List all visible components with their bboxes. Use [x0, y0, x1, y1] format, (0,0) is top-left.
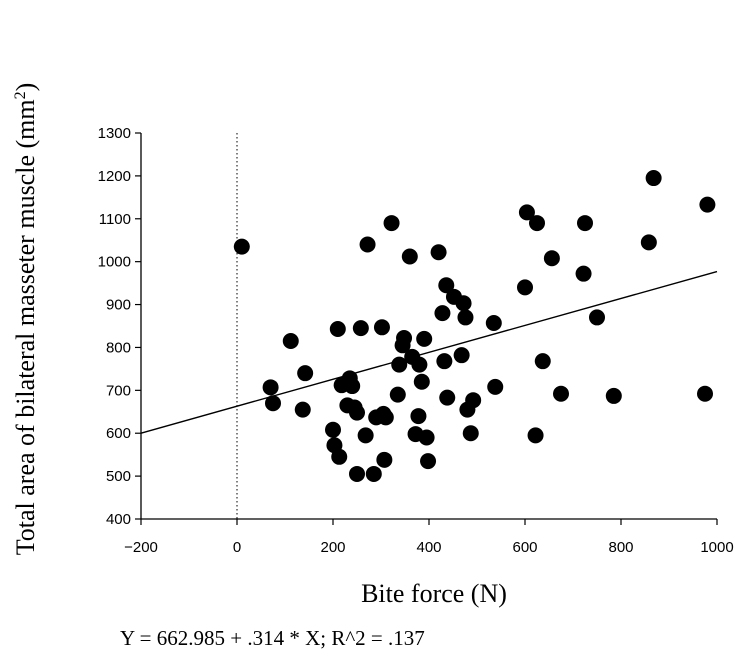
data-point	[430, 244, 447, 261]
data-point	[377, 409, 394, 426]
x-tick-label: 400	[416, 539, 441, 556]
data-point	[465, 392, 482, 409]
data-point	[527, 427, 544, 444]
data-point	[376, 451, 393, 468]
data-point	[396, 330, 413, 347]
y-axis-title-superscript: 2	[12, 91, 29, 99]
data-point	[349, 465, 365, 482]
data-point	[438, 277, 455, 294]
data-point	[485, 314, 502, 331]
data-point	[434, 305, 451, 322]
data-point	[389, 386, 406, 403]
tick-labels: 400 500 600 700 800 900 1000 1100 1200 1300 −200 0 2…	[98, 125, 734, 556]
data-point	[401, 248, 418, 265]
y-tick-label: 900	[106, 297, 131, 314]
data-point	[344, 378, 361, 395]
data-point	[325, 421, 341, 438]
y-axis-title-close: )	[11, 83, 40, 92]
data-point	[553, 385, 569, 402]
data-point	[518, 204, 535, 221]
y-tick-label: 600	[106, 425, 131, 442]
y-tick-label: 1000	[98, 254, 131, 271]
data-point	[699, 196, 716, 213]
x-tick-label: −200	[124, 539, 158, 556]
data-point	[455, 295, 472, 312]
data-point	[589, 309, 605, 326]
y-tick-label: 1100	[99, 211, 131, 228]
data-point	[416, 330, 433, 347]
data-point	[233, 238, 250, 255]
data-point	[517, 279, 533, 296]
data-point	[529, 215, 545, 232]
data-point	[420, 453, 437, 470]
data-point	[357, 427, 374, 444]
axes	[135, 132, 718, 525]
y-axis-title: Total area of bilateral masseter muscle …	[11, 83, 40, 556]
data-point	[349, 404, 365, 421]
data-point	[282, 333, 299, 350]
data-point	[575, 265, 592, 282]
data-point	[436, 353, 453, 370]
data-point	[462, 425, 479, 442]
data-point	[439, 389, 456, 406]
data-point	[640, 234, 657, 251]
y-tick-label: 700	[106, 382, 131, 399]
y-tick-label: 400	[106, 511, 131, 528]
data-point	[352, 320, 369, 337]
data-point	[457, 309, 474, 326]
regression-line	[140, 270, 718, 434]
data-point	[359, 236, 376, 253]
data-point	[265, 395, 281, 412]
data-point	[577, 215, 593, 232]
data-point	[534, 353, 551, 370]
data-points	[233, 170, 716, 482]
data-point	[697, 385, 713, 402]
data-point	[365, 465, 382, 482]
data-point	[453, 347, 470, 364]
x-tick-label: 600	[512, 539, 537, 556]
x-axis-title: Bite force (N)	[361, 579, 507, 608]
data-point	[297, 365, 314, 382]
data-point	[373, 319, 390, 336]
data-point	[543, 250, 560, 267]
data-point	[329, 321, 346, 338]
data-point	[487, 378, 504, 395]
y-axis-title-main: Total area of bilateral masseter muscle …	[11, 99, 40, 555]
regression-line-group	[140, 270, 718, 434]
data-point	[383, 215, 400, 232]
data-point	[413, 373, 430, 390]
data-point	[605, 387, 622, 404]
x-tick-label: 200	[320, 539, 345, 556]
y-tick-label: 1200	[98, 168, 131, 185]
data-point	[391, 356, 408, 373]
data-point	[418, 429, 435, 446]
regression-equation: Y = 662.985 + .314 * X; R^2 = .137	[120, 626, 425, 650]
y-tick-label: 1300	[98, 125, 131, 142]
data-point	[262, 379, 279, 396]
y-tick-label: 500	[106, 468, 131, 485]
data-point	[645, 170, 662, 187]
x-tick-label: 1000	[700, 539, 733, 556]
data-point	[411, 356, 428, 373]
y-tick-label: 800	[106, 339, 131, 356]
data-point	[331, 448, 348, 465]
x-tick-label: 0	[233, 539, 241, 556]
data-point	[294, 401, 311, 418]
x-tick-label: 800	[608, 539, 633, 556]
data-point	[410, 408, 427, 425]
